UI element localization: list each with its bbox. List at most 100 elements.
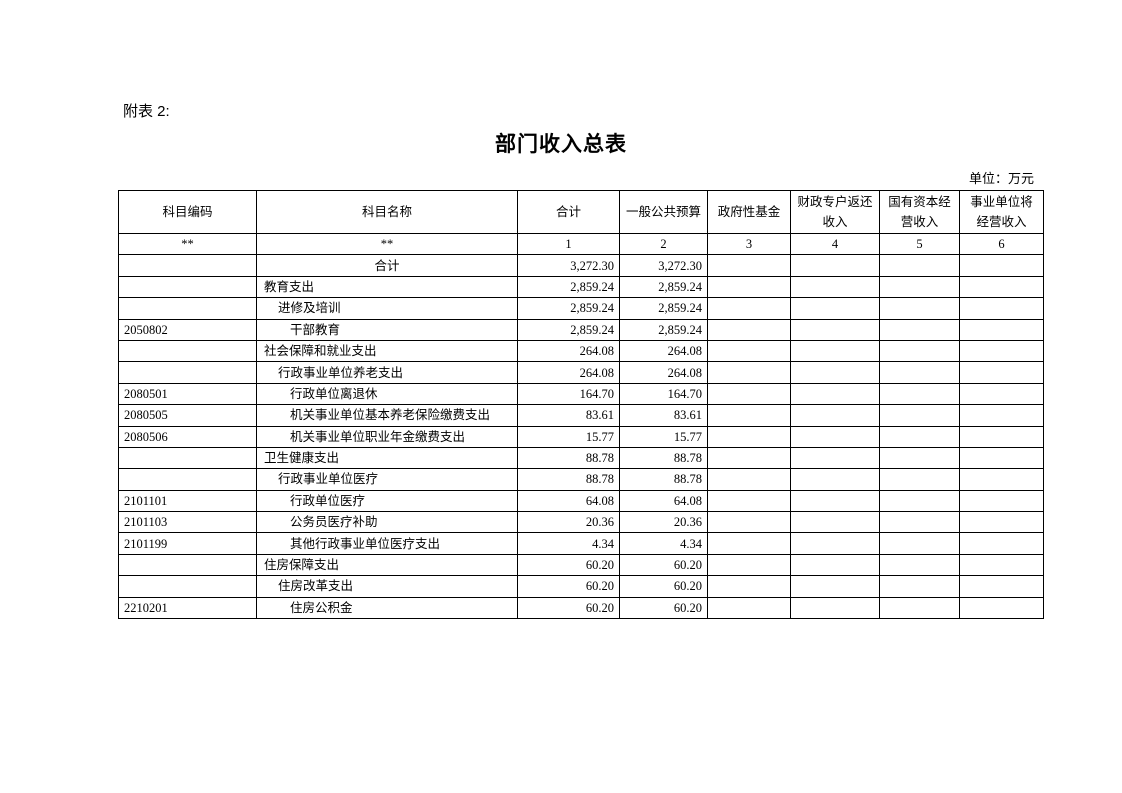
header-code: 科目编码 bbox=[118, 190, 257, 234]
state-capital-cell bbox=[879, 297, 960, 320]
name-cell: 机关事业单位职业年金缴费支出 bbox=[256, 425, 518, 448]
business-income-cell bbox=[959, 446, 1044, 470]
index-cell: 6 bbox=[959, 232, 1044, 256]
table-row: 教育支出 2,859.24 2,859.24 bbox=[118, 275, 1044, 299]
total-cell: 60.20 bbox=[517, 575, 620, 598]
general-budget-cell: 88.78 bbox=[619, 446, 708, 470]
business-income-cell bbox=[959, 511, 1044, 534]
header-gov-fund: 政府性基金 bbox=[707, 190, 791, 234]
special-account-cell bbox=[790, 446, 880, 470]
business-income-cell bbox=[959, 361, 1044, 384]
table-row: 住房改革支出 60.20 60.20 bbox=[118, 575, 1044, 598]
total-cell: 60.20 bbox=[517, 596, 620, 620]
business-income-cell bbox=[959, 468, 1044, 491]
state-capital-cell bbox=[879, 275, 960, 299]
total-cell: 88.78 bbox=[517, 468, 620, 491]
state-capital-cell bbox=[879, 339, 960, 363]
state-capital-cell bbox=[879, 382, 960, 406]
total-cell: 4.34 bbox=[517, 532, 620, 555]
index-cell: 1 bbox=[517, 232, 620, 256]
table-row: 2101103 公务员医疗补助 20.36 20.36 bbox=[118, 511, 1044, 534]
code-cell: 2101101 bbox=[118, 489, 257, 513]
state-capital-cell bbox=[879, 489, 960, 513]
special-account-cell bbox=[790, 339, 880, 363]
code-cell bbox=[118, 275, 257, 299]
table-row: 2101199 其他行政事业单位医疗支出 4.34 4.34 bbox=[118, 532, 1044, 555]
index-cell: 4 bbox=[790, 232, 880, 256]
business-income-cell bbox=[959, 339, 1044, 363]
general-budget-cell: 60.20 bbox=[619, 553, 708, 577]
total-cell: 164.70 bbox=[517, 382, 620, 406]
gov-fund-cell bbox=[707, 275, 791, 299]
gov-fund-cell bbox=[707, 511, 791, 534]
gov-fund-cell bbox=[707, 361, 791, 384]
header-special-account: 财政专户返还收入 bbox=[790, 190, 880, 234]
header-row: 科目编码 科目名称 合计 一般公共预算 政府性基金 财政专户返还收入 国有资本经… bbox=[118, 190, 1044, 234]
name-cell: 行政事业单位养老支出 bbox=[256, 361, 518, 384]
state-capital-cell bbox=[879, 532, 960, 555]
name-cell: 住房公积金 bbox=[256, 596, 518, 620]
state-capital-cell bbox=[879, 254, 960, 277]
name-cell: 行政单位医疗 bbox=[256, 489, 518, 513]
general-budget-cell: 164.70 bbox=[619, 382, 708, 406]
business-income-cell bbox=[959, 596, 1044, 620]
special-account-cell bbox=[790, 575, 880, 598]
special-account-cell bbox=[790, 254, 880, 277]
state-capital-cell bbox=[879, 425, 960, 448]
special-account-cell bbox=[790, 297, 880, 320]
special-account-cell bbox=[790, 596, 880, 620]
business-income-cell bbox=[959, 318, 1044, 341]
name-cell: 机关事业单位基本养老保险缴费支出 bbox=[256, 404, 518, 427]
name-cell: 合计 bbox=[256, 254, 518, 277]
state-capital-cell bbox=[879, 511, 960, 534]
general-budget-cell: 2,859.24 bbox=[619, 297, 708, 320]
table-row: 行政事业单位养老支出 264.08 264.08 bbox=[118, 361, 1044, 384]
special-account-cell bbox=[790, 425, 880, 448]
total-cell: 264.08 bbox=[517, 361, 620, 384]
general-budget-cell: 4.34 bbox=[619, 532, 708, 555]
index-cell: ** bbox=[256, 232, 518, 256]
header-state-capital: 国有资本经营收入 bbox=[879, 190, 960, 234]
code-cell: 2050802 bbox=[118, 318, 257, 341]
business-income-cell bbox=[959, 489, 1044, 513]
gov-fund-cell bbox=[707, 339, 791, 363]
general-budget-cell: 20.36 bbox=[619, 511, 708, 534]
table-row: 社会保障和就业支出 264.08 264.08 bbox=[118, 339, 1044, 363]
gov-fund-cell bbox=[707, 404, 791, 427]
gov-fund-cell bbox=[707, 425, 791, 448]
name-cell: 其他行政事业单位医疗支出 bbox=[256, 532, 518, 555]
income-table: 科目编码 科目名称 合计 一般公共预算 政府性基金 财政专户返还收入 国有资本经… bbox=[118, 190, 1044, 620]
table-row: 2080501 行政单位离退休 164.70 164.70 bbox=[118, 382, 1044, 406]
code-cell bbox=[118, 575, 257, 598]
total-cell: 60.20 bbox=[517, 553, 620, 577]
special-account-cell bbox=[790, 382, 880, 406]
state-capital-cell bbox=[879, 468, 960, 491]
code-cell: 2080506 bbox=[118, 425, 257, 448]
name-cell: 住房保障支出 bbox=[256, 553, 518, 577]
general-budget-cell: 60.20 bbox=[619, 575, 708, 598]
gov-fund-cell bbox=[707, 489, 791, 513]
total-cell: 64.08 bbox=[517, 489, 620, 513]
index-cell: ** bbox=[118, 232, 257, 256]
header-name: 科目名称 bbox=[256, 190, 518, 234]
gov-fund-cell bbox=[707, 553, 791, 577]
code-cell bbox=[118, 254, 257, 277]
code-cell bbox=[118, 446, 257, 470]
general-budget-cell: 2,859.24 bbox=[619, 275, 708, 299]
total-cell: 2,859.24 bbox=[517, 318, 620, 341]
gov-fund-cell bbox=[707, 575, 791, 598]
total-cell: 264.08 bbox=[517, 339, 620, 363]
business-income-cell bbox=[959, 382, 1044, 406]
table-row: 2101101 行政单位医疗 64.08 64.08 bbox=[118, 489, 1044, 513]
header-business-income: 事业单位将经营收入 bbox=[959, 190, 1044, 234]
code-cell: 2080501 bbox=[118, 382, 257, 406]
code-cell: 2210201 bbox=[118, 596, 257, 620]
gov-fund-cell bbox=[707, 254, 791, 277]
special-account-cell bbox=[790, 511, 880, 534]
state-capital-cell bbox=[879, 553, 960, 577]
state-capital-cell bbox=[879, 404, 960, 427]
special-account-cell bbox=[790, 468, 880, 491]
name-cell: 卫生健康支出 bbox=[256, 446, 518, 470]
total-cell: 2,859.24 bbox=[517, 297, 620, 320]
name-cell: 行政事业单位医疗 bbox=[256, 468, 518, 491]
